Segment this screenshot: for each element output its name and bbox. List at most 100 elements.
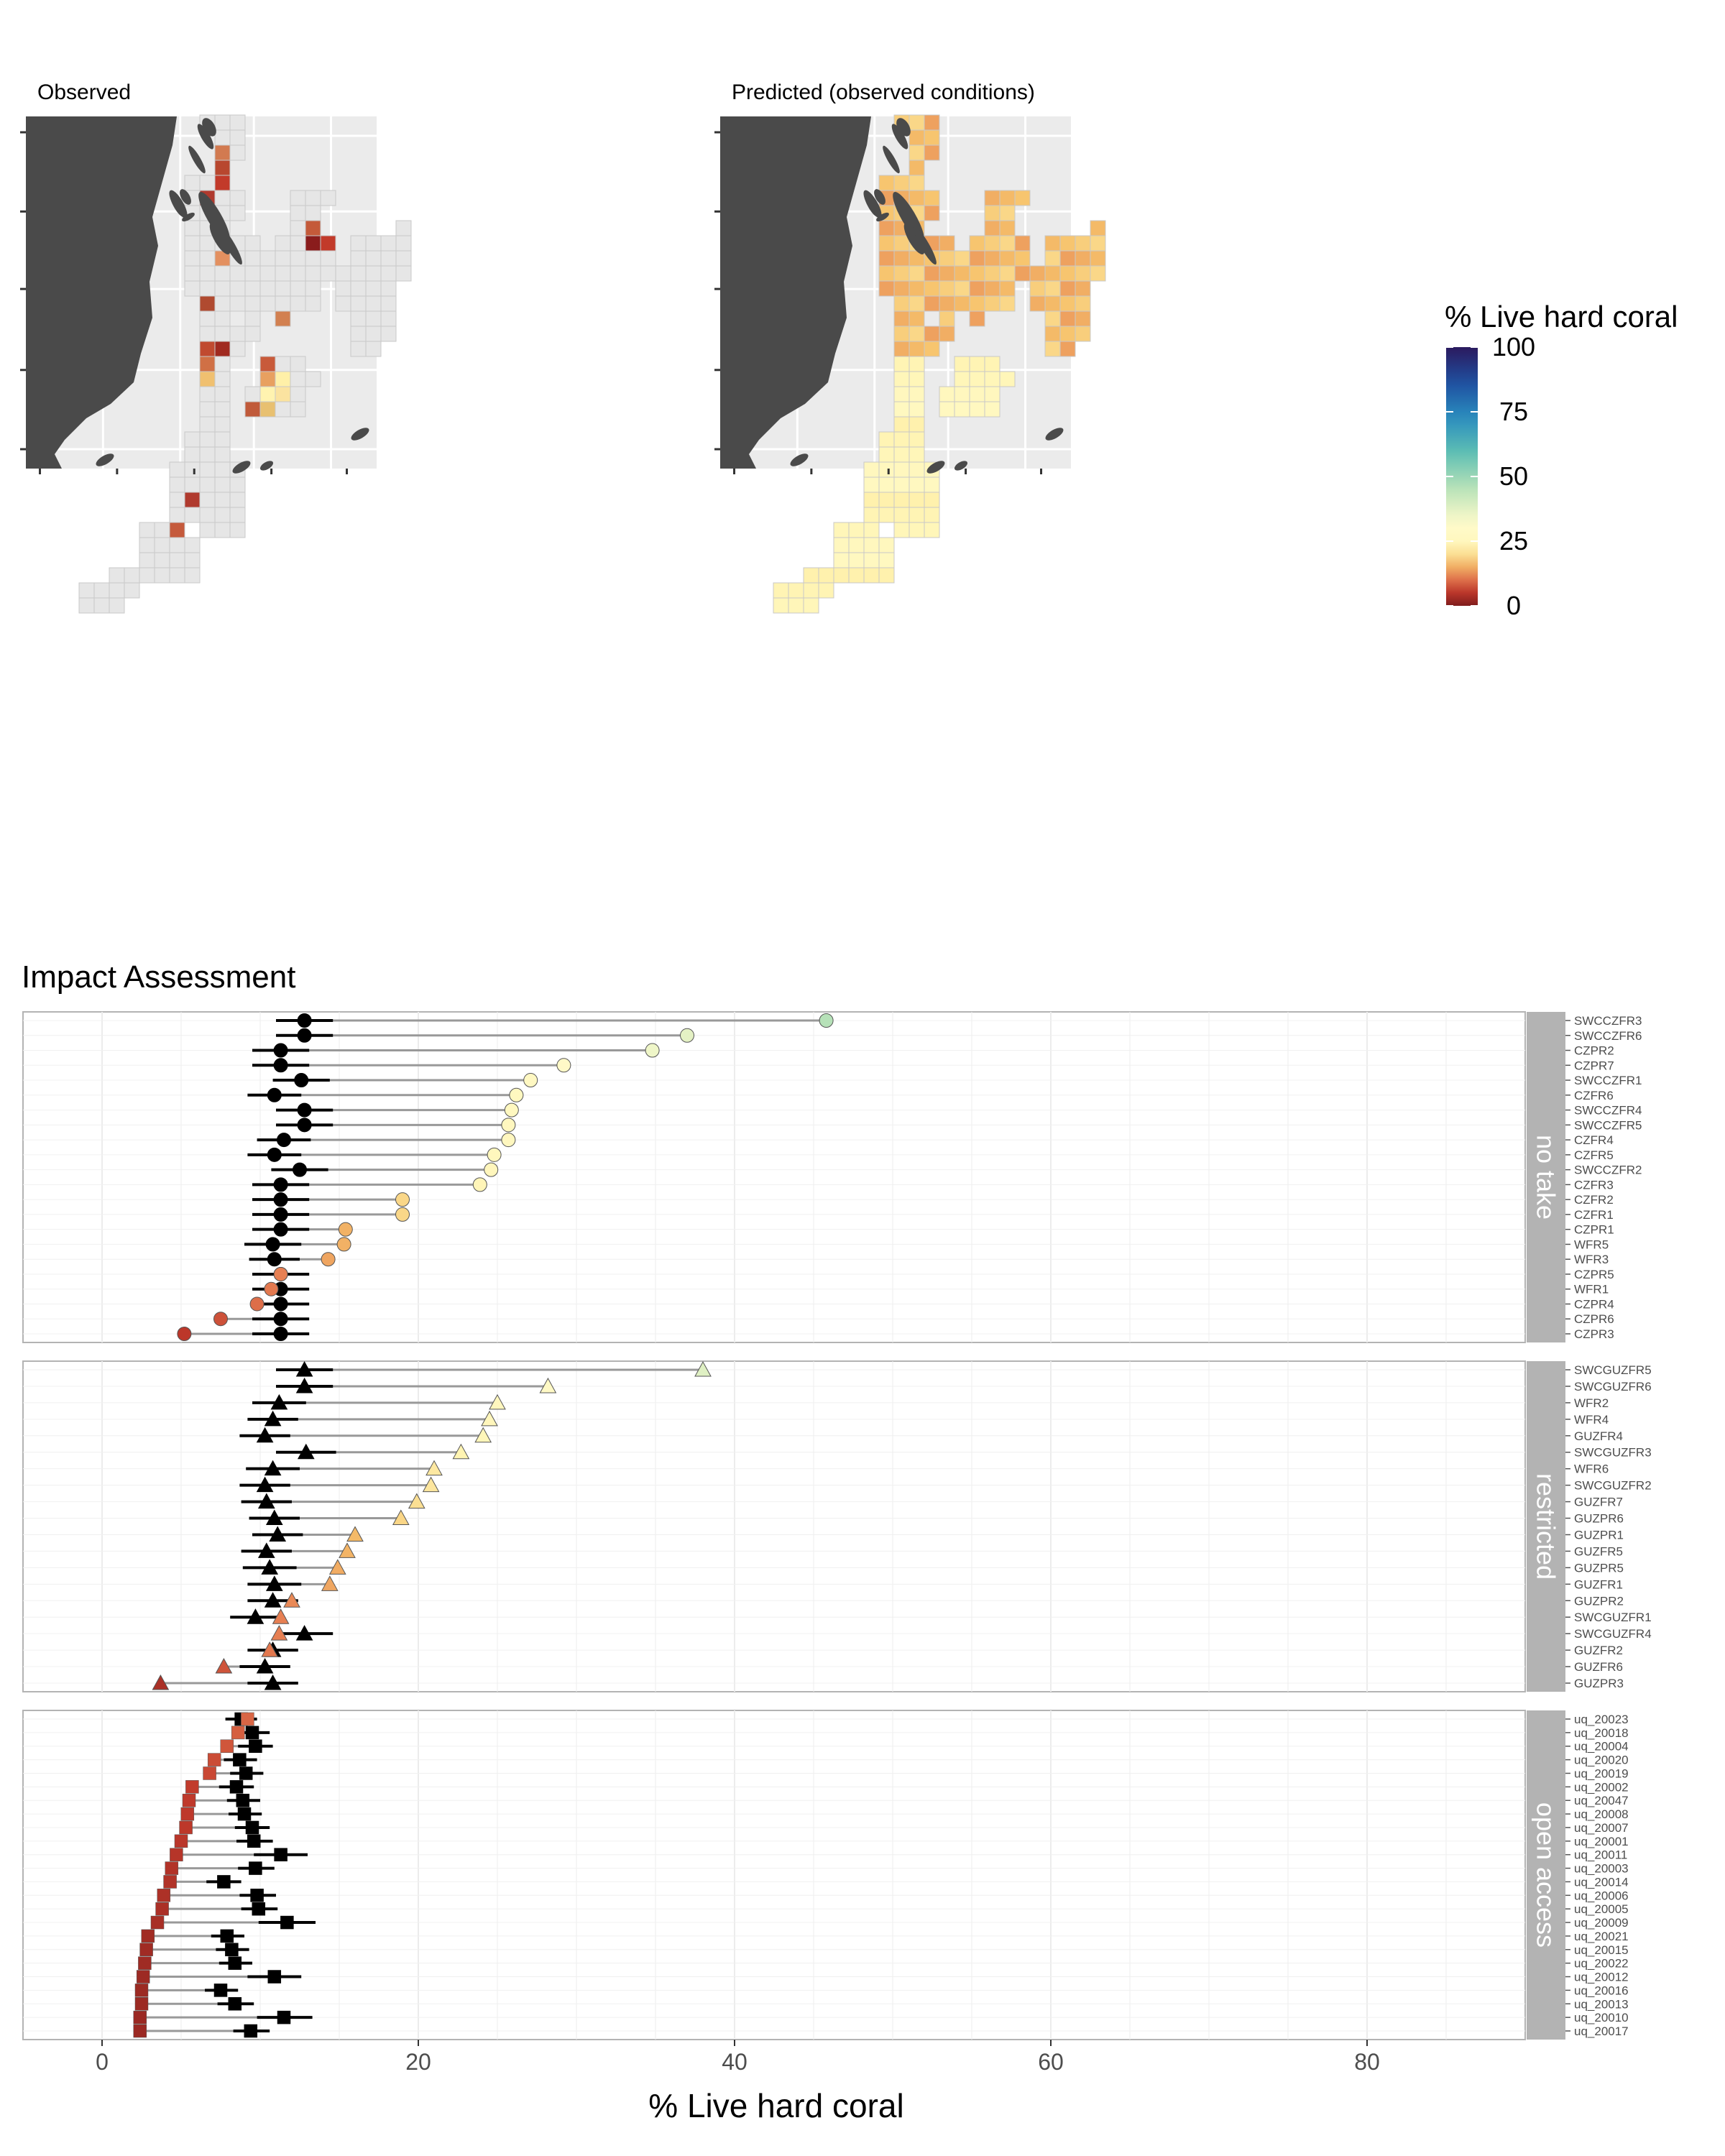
site-label: WFR2 xyxy=(1574,1396,1609,1410)
map-grid-cell xyxy=(109,582,125,599)
island xyxy=(891,124,908,149)
map-grid-cell xyxy=(924,522,940,538)
observed-point xyxy=(174,1834,188,1848)
map-grid-cell xyxy=(229,326,246,342)
map-grid-cell xyxy=(1090,250,1106,267)
map-grid-cell xyxy=(939,265,955,282)
map-grid-cell xyxy=(969,265,985,282)
map-grid-cell xyxy=(380,250,397,267)
map-grid-cell xyxy=(229,129,246,146)
site-label: CZPR2 xyxy=(1574,1044,1614,1058)
map-grid-cell xyxy=(878,537,895,553)
map-grid-cell xyxy=(199,310,216,327)
site-label: WFR5 xyxy=(1574,1238,1609,1251)
observed-point xyxy=(328,1559,346,1575)
map-grid-cell xyxy=(154,552,170,568)
map-grid-cell xyxy=(154,522,170,538)
map-grid-cell xyxy=(184,265,201,282)
site-label: uq_20019 xyxy=(1574,1766,1629,1780)
counterfactual-point xyxy=(229,1780,244,1794)
facet-strip-label: open access xyxy=(1532,1802,1561,1948)
map-grid-cell xyxy=(184,280,201,297)
map-grid-cell xyxy=(893,492,910,508)
site-label: CZPR4 xyxy=(1574,1297,1614,1311)
map-grid-cell xyxy=(969,401,985,418)
map-grid-cell xyxy=(244,401,261,418)
map-grid-cell xyxy=(1044,341,1061,357)
map-grid-cell xyxy=(878,431,895,448)
map-grid-cell xyxy=(350,235,367,252)
map-grid-cell xyxy=(999,220,1016,236)
observed-point xyxy=(163,1875,177,1889)
map-grid-cell xyxy=(924,492,940,508)
map-grid-cell xyxy=(878,265,895,282)
map-grid-cell xyxy=(1059,310,1076,327)
map-grid-cell xyxy=(848,537,865,553)
map-grid-cell xyxy=(893,507,910,523)
counterfactual-point xyxy=(274,1848,288,1861)
counterfactual-point xyxy=(267,1147,282,1162)
site-label: uq_20014 xyxy=(1574,1875,1629,1889)
observed-point xyxy=(339,1542,356,1558)
map-grid-cell xyxy=(214,341,231,357)
map-grid-cell xyxy=(878,235,895,252)
counterfactual-point xyxy=(264,1674,282,1690)
observed-point xyxy=(645,1043,660,1058)
map-grid-cell xyxy=(93,582,110,599)
map-grid-cell xyxy=(229,341,246,357)
map-grid-cell xyxy=(350,326,367,342)
counterfactual-point xyxy=(265,1509,283,1526)
map-grid-cell xyxy=(214,522,231,538)
site-label: SWCGUZFR1 xyxy=(1574,1611,1652,1624)
map-grid-cell xyxy=(893,401,910,418)
map-grid-cell xyxy=(199,175,216,191)
map-grid-cell xyxy=(1029,265,1046,282)
map-grid-cell xyxy=(984,401,1000,418)
map-grid-cell xyxy=(78,597,95,614)
map-grid-cell xyxy=(214,114,231,131)
observed-point xyxy=(819,1013,834,1028)
site-label: SWCGUZFR6 xyxy=(1574,1380,1652,1393)
counterfactual-point xyxy=(256,1658,274,1674)
counterfactual-point xyxy=(264,1592,282,1608)
site-label: SWCCZFR2 xyxy=(1574,1164,1642,1177)
map-grid-cell xyxy=(199,507,216,523)
map-grid-cell xyxy=(259,401,276,418)
map-grid-cell xyxy=(184,507,201,523)
counterfactual-point xyxy=(267,1252,282,1267)
map-grid-cell xyxy=(984,386,1000,402)
map-grid-cell xyxy=(908,476,925,493)
map-grid-cell xyxy=(199,461,216,478)
map-grid-cell xyxy=(320,235,336,252)
map-grid-cell xyxy=(1014,235,1031,252)
map-grid-cell xyxy=(1090,265,1106,282)
map-grid-cell xyxy=(924,295,940,312)
map-grid-cell xyxy=(350,295,367,312)
map-grid-cell xyxy=(878,461,895,478)
map-grid-cell xyxy=(833,567,850,584)
site-label: GUZFR5 xyxy=(1574,1544,1623,1558)
map-grid-cell xyxy=(259,295,276,312)
map-grid-cell xyxy=(908,446,925,463)
observed-point xyxy=(165,1861,179,1875)
map-grid-cell xyxy=(1090,235,1106,252)
observed-point xyxy=(487,1147,502,1162)
map-grid-cell xyxy=(259,265,276,282)
map-grid-cell xyxy=(1090,220,1106,236)
map-grid-cell xyxy=(984,250,1000,267)
map-grid-cell xyxy=(908,265,925,282)
map-grid-cell xyxy=(214,160,231,176)
site-label: uq_20015 xyxy=(1574,1943,1629,1957)
facet-strip xyxy=(1527,1012,1565,1342)
map-grid-cell xyxy=(908,416,925,433)
map-grid-cell xyxy=(259,386,276,402)
predicted-map xyxy=(714,114,1106,614)
map-grid-cell xyxy=(109,597,125,614)
site-label: uq_20006 xyxy=(1574,1889,1629,1902)
x-axis-tick-label: 20 xyxy=(405,2049,431,2075)
map-grid-cell xyxy=(893,341,910,357)
map-grid-cell xyxy=(169,552,185,568)
facet-panel-background xyxy=(22,1011,1526,1343)
island xyxy=(180,189,191,205)
map-grid-cell xyxy=(184,461,201,478)
